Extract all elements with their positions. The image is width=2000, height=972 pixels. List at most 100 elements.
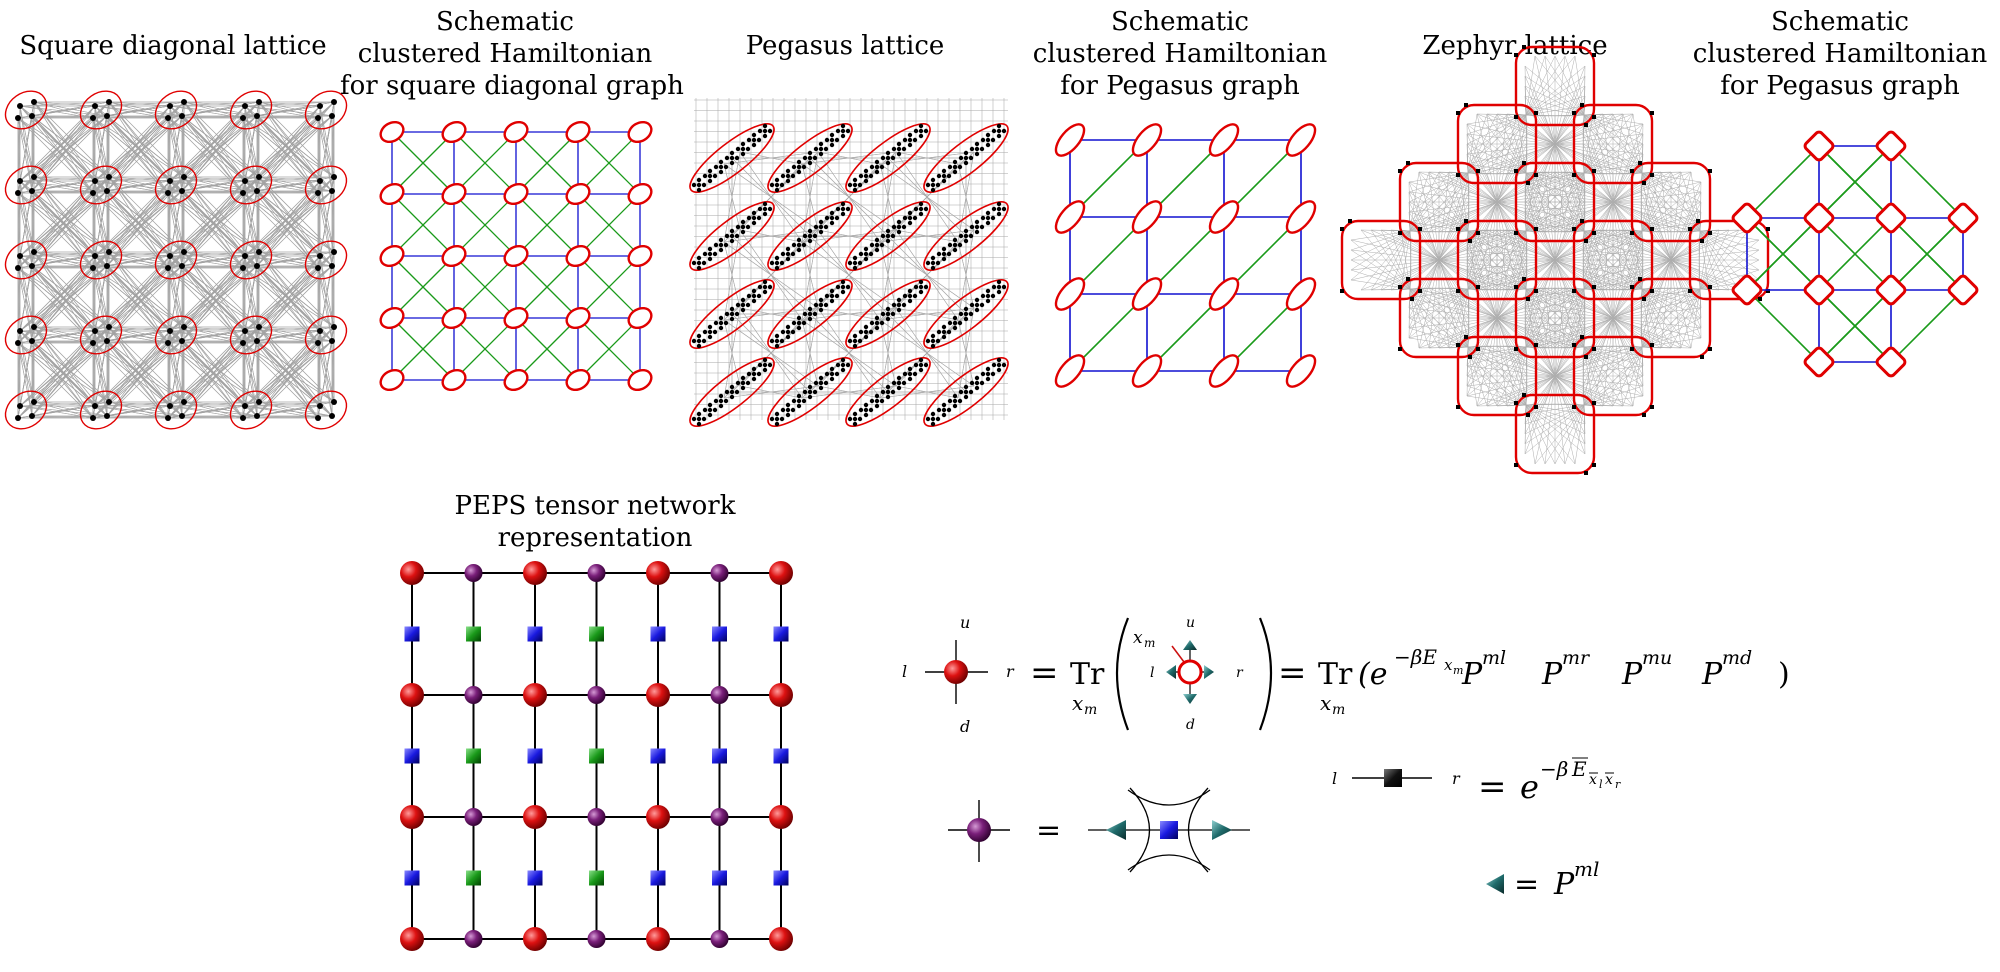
cluster-node — [925, 182, 931, 188]
cluster-node — [907, 210, 913, 216]
cluster-node — [729, 384, 735, 390]
cluster-node — [774, 177, 780, 183]
site-tensor — [646, 683, 670, 707]
cluster-node — [930, 182, 936, 188]
cluster-node — [957, 164, 963, 170]
cluster-node — [734, 389, 740, 395]
trace-subscript-2: x — [1320, 691, 1331, 715]
cluster-outline — [1803, 202, 1835, 234]
cluster-node — [106, 399, 112, 405]
virtual-tensor — [710, 808, 729, 826]
peps-network — [400, 561, 793, 951]
cluster-outline — [4, 315, 48, 355]
cluster-node — [930, 255, 936, 261]
site-tensor — [646, 561, 670, 585]
cluster-node — [181, 324, 187, 330]
cluster-node — [696, 265, 702, 271]
cluster-node — [1534, 343, 1538, 347]
cluster-node — [990, 137, 996, 143]
cluster-node — [1398, 169, 1402, 173]
cluster-node — [718, 398, 724, 404]
cluster-node — [740, 375, 746, 381]
cluster-node — [1526, 181, 1530, 185]
schematic-diagonal — [391, 193, 455, 257]
cluster-node — [885, 160, 891, 166]
cluster-node — [1592, 347, 1596, 351]
cluster-node — [818, 219, 824, 225]
cluster-node — [1592, 53, 1596, 57]
cluster-node — [769, 260, 775, 266]
cluster-node — [869, 398, 875, 404]
cluster-node — [181, 174, 187, 180]
cluster-node — [165, 415, 171, 421]
cluster-node — [1758, 297, 1762, 301]
cluster-outline — [154, 165, 198, 205]
schematic-diagonal — [515, 255, 579, 319]
edge-tensor — [650, 626, 666, 642]
cluster-node — [723, 242, 729, 248]
cluster-node — [996, 284, 1002, 290]
cluster-outline — [1285, 277, 1317, 311]
cluster-node — [840, 284, 846, 290]
cluster-node — [796, 325, 802, 331]
schematic-zephyr — [1731, 130, 1979, 378]
title-peps: PEPS tensor network representation — [454, 491, 736, 553]
cluster-node — [1522, 45, 1526, 49]
cluster-node — [734, 233, 740, 239]
rhs-exponent-subsub: m — [1453, 664, 1463, 677]
cluster-node — [941, 168, 947, 174]
cluster-node — [912, 371, 918, 377]
cluster-outline — [1514, 393, 1596, 475]
cluster-node — [829, 288, 835, 294]
cluster-outline — [1572, 219, 1654, 301]
cluster-node — [858, 173, 864, 179]
schematic-diagonal — [515, 131, 579, 195]
cluster-node — [29, 113, 35, 119]
cluster-node — [104, 413, 110, 419]
cluster-node — [1468, 355, 1472, 359]
cluster-node — [834, 215, 840, 221]
cluster-node — [1398, 285, 1402, 289]
cluster-node — [874, 325, 880, 331]
cluster-node — [980, 137, 986, 143]
projector-term-base-3: P — [1701, 657, 1723, 692]
cluster-node — [718, 164, 724, 170]
schematic-diagonal — [1818, 289, 1892, 363]
cluster-node — [331, 324, 337, 330]
schematic-diagonal — [1818, 217, 1892, 291]
cluster-node — [1001, 206, 1007, 212]
cluster-node — [818, 224, 824, 230]
cluster-outline — [441, 120, 467, 144]
cluster-node — [801, 242, 807, 248]
cluster-node — [968, 233, 974, 239]
cluster-node — [918, 201, 924, 207]
virtual-tensor — [587, 686, 606, 704]
cluster-node — [874, 242, 880, 248]
virtual-tensor — [587, 930, 606, 948]
cluster-node — [767, 128, 773, 134]
cluster-node — [762, 279, 768, 285]
cluster-node — [745, 146, 751, 152]
cluster-node — [985, 366, 991, 372]
cluster-node — [990, 371, 996, 377]
cluster-node — [952, 325, 958, 331]
cluster-node — [874, 320, 880, 326]
cluster-node — [317, 253, 323, 259]
virtual-tensor — [710, 930, 729, 948]
cluster-node — [774, 343, 780, 349]
cluster-node — [935, 416, 941, 422]
cluster-outline — [503, 368, 529, 392]
cluster-node — [254, 338, 260, 344]
cluster-outline — [923, 357, 1009, 427]
cluster-node — [791, 320, 797, 326]
site-tensor — [646, 927, 670, 951]
cluster-node — [996, 201, 1002, 207]
cluster-node — [796, 315, 802, 321]
schematic-diagonal — [391, 317, 455, 381]
cluster-node — [829, 220, 835, 226]
cluster-node — [713, 164, 719, 170]
cluster-node — [852, 416, 858, 422]
cluster-node — [735, 380, 741, 386]
cluster-node — [762, 289, 768, 295]
cluster-node — [985, 137, 991, 143]
